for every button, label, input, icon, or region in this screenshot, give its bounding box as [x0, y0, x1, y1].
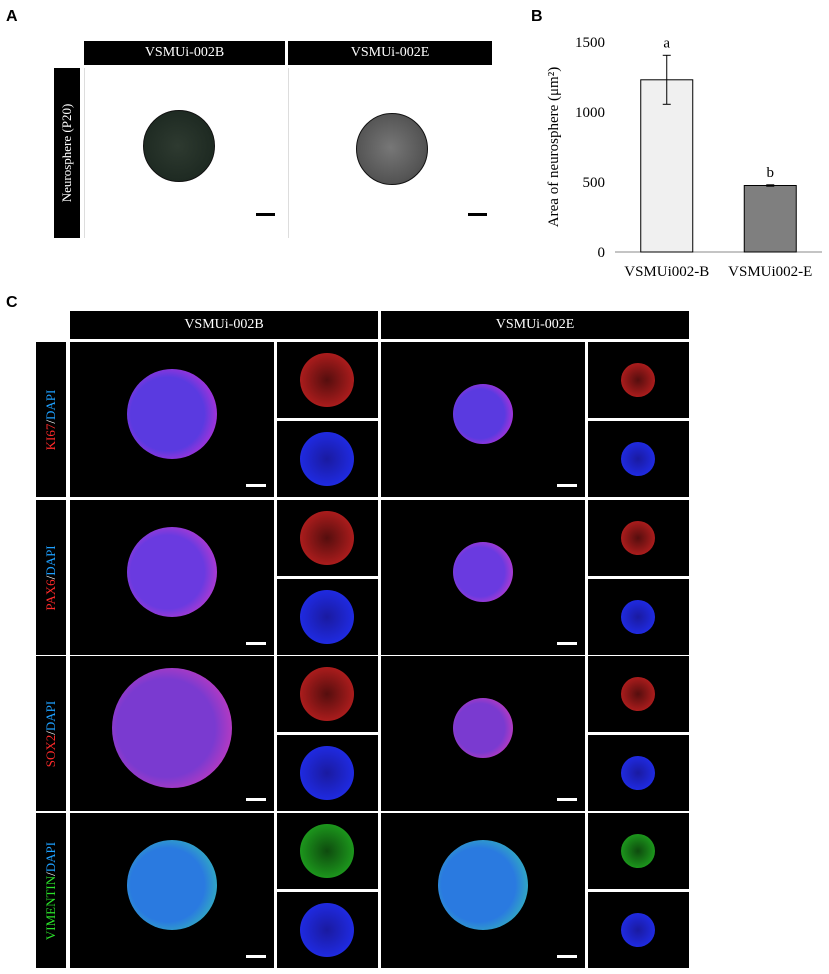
- row-label-text: DAPI: [43, 700, 58, 731]
- significance-letter: a: [663, 35, 670, 51]
- row-label-text: VIMENTIN: [43, 875, 58, 940]
- marker-sphere: [621, 521, 655, 555]
- marker-channel-image: [588, 342, 689, 418]
- merged-image: [70, 342, 274, 497]
- neurosphere: [127, 527, 217, 617]
- marker-channel-image: [277, 656, 378, 732]
- neurosphere-002e: [356, 113, 428, 185]
- dapi-channel-image: [588, 735, 689, 811]
- marker-sphere: [300, 511, 354, 565]
- dapi-channel-image: [277, 892, 378, 968]
- dapi-channel-image: [277, 735, 378, 811]
- merged-image: [70, 813, 274, 968]
- row-label-text: /: [43, 871, 58, 876]
- dapi-channel-image: [277, 421, 378, 497]
- y-tick-label: 1000: [575, 105, 605, 121]
- panel-label-b: B: [531, 8, 543, 25]
- dapi-sphere: [300, 746, 354, 800]
- scale-bar: [246, 955, 266, 958]
- neurosphere: [453, 542, 513, 602]
- marker-channel-image: [277, 342, 378, 418]
- marker-channel-image: [588, 656, 689, 732]
- merged-image: [70, 656, 274, 811]
- scale-bar: [246, 484, 266, 487]
- dapi-sphere: [621, 756, 655, 790]
- row-label-pax6: PAX6/DAPI: [36, 500, 66, 655]
- scale-bar: [557, 955, 577, 958]
- bar-VSMUi002-E: [743, 185, 797, 253]
- y-tick-label: 0: [598, 245, 606, 261]
- marker-channel-image: [277, 813, 378, 889]
- marker-sphere: [621, 363, 655, 397]
- category-label: VSMUi002-B: [624, 264, 709, 280]
- panel-a-row-label: Neurosphere (P20): [54, 68, 80, 238]
- dapi-channel-image: [588, 579, 689, 655]
- neurosphere: [127, 840, 217, 930]
- marker-channel-image: [588, 813, 689, 889]
- dapi-sphere: [621, 913, 655, 947]
- merged-image: [70, 500, 274, 655]
- panel-c-col-header-e: VSMUi-002E: [381, 311, 689, 339]
- merged-image: [381, 500, 585, 655]
- row-label-text: DAPI: [43, 841, 58, 872]
- panel-a-col-header-b: VSMUi-002B: [84, 41, 285, 65]
- neurosphere-002b: [143, 110, 215, 182]
- dapi-sphere: [300, 432, 354, 486]
- dapi-sphere: [300, 590, 354, 644]
- scale-bar: [246, 798, 266, 801]
- marker-sphere: [621, 677, 655, 711]
- scale-bar: [557, 642, 577, 645]
- dapi-sphere: [300, 903, 354, 957]
- neurosphere: [438, 840, 528, 930]
- row-label-ki67: KI67/DAPI: [36, 342, 66, 497]
- dapi-sphere: [621, 442, 655, 476]
- row-label-vimentin: VIMENTIN/DAPI: [36, 813, 66, 968]
- row-label-text: DAPI: [43, 544, 58, 576]
- row-label-text: SOX2: [43, 734, 58, 767]
- scale-bar: [246, 642, 266, 645]
- brightfield-image-002e: [288, 68, 493, 238]
- y-axis-label: Area of neurosphere (μm²): [546, 67, 562, 227]
- area-bar-chart: 0 500 1000 1500 Area of neurosphere (μm²) a VS…: [546, 35, 822, 280]
- dapi-channel-image: [588, 421, 689, 497]
- marker-sphere: [621, 834, 655, 868]
- row-label-text: KI67: [43, 423, 58, 450]
- category-label: VSMUi002-E: [728, 264, 812, 280]
- marker-sphere: [300, 667, 354, 721]
- scale-bar: [557, 484, 577, 487]
- dapi-channel-image: [277, 579, 378, 655]
- scale-bar: [557, 798, 577, 801]
- significance-letter: b: [767, 165, 775, 181]
- merged-image: [381, 813, 585, 968]
- marker-channel-image: [277, 500, 378, 576]
- neurosphere: [127, 369, 217, 459]
- merged-image: [381, 342, 585, 497]
- merged-image: [381, 656, 585, 811]
- scale-bar: [468, 213, 487, 216]
- row-label-sox2: SOX2/DAPI: [36, 656, 66, 811]
- row-label-text: /: [43, 575, 58, 579]
- scale-bar: [256, 213, 275, 216]
- neurosphere: [453, 384, 513, 444]
- dapi-sphere: [621, 600, 655, 634]
- brightfield-image-002b: [84, 68, 286, 238]
- marker-sphere: [300, 353, 354, 407]
- marker-sphere: [300, 824, 354, 878]
- panel-label-c: C: [6, 294, 18, 311]
- marker-channel-image: [588, 500, 689, 576]
- y-tick-label: 500: [583, 175, 606, 191]
- panel-a-col-header-e: VSMUi-002E: [288, 41, 492, 65]
- dapi-channel-image: [588, 892, 689, 968]
- bar-VSMUi002-B: [640, 79, 694, 253]
- panel-label-a: A: [6, 8, 18, 25]
- neurosphere: [453, 698, 513, 758]
- y-tick-label: 1500: [575, 35, 605, 51]
- panel-c-col-header-b: VSMUi-002B: [70, 311, 378, 339]
- row-label-text: PAX6: [43, 578, 58, 611]
- neurosphere: [112, 668, 232, 788]
- row-label-text: DAPI: [43, 389, 58, 420]
